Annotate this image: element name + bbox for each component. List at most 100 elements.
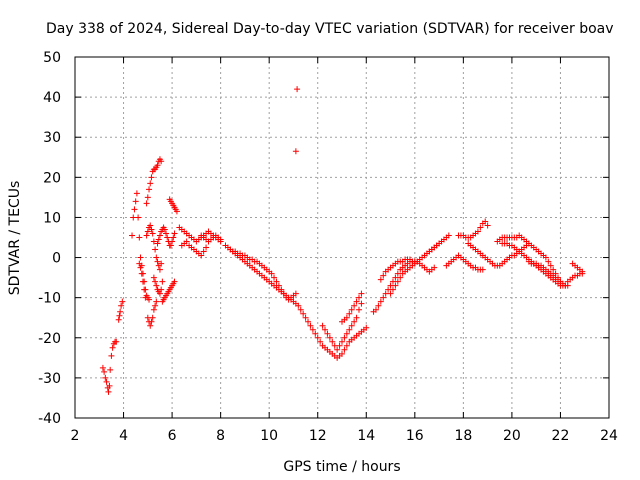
x-tick-label: 16 bbox=[406, 428, 424, 444]
data-point bbox=[484, 222, 491, 229]
data-point bbox=[129, 232, 136, 239]
data-point bbox=[348, 306, 355, 313]
series-arc-p bbox=[227, 246, 302, 309]
data-point bbox=[348, 322, 355, 329]
data-point bbox=[358, 290, 365, 297]
data-point bbox=[268, 270, 275, 277]
data-point bbox=[431, 264, 438, 271]
series-arc-x bbox=[443, 252, 486, 273]
y-tick-label: 30 bbox=[43, 130, 61, 146]
series-arc-b bbox=[115, 298, 126, 323]
data-point bbox=[135, 214, 142, 221]
data-point bbox=[119, 298, 126, 305]
data-point bbox=[377, 276, 384, 283]
data-point bbox=[339, 338, 345, 345]
data-point bbox=[372, 306, 379, 313]
series-arc-m bbox=[178, 238, 210, 259]
data-point bbox=[542, 254, 549, 261]
data-point bbox=[358, 300, 365, 307]
data-point bbox=[136, 260, 143, 267]
series-arc-ae bbox=[569, 260, 586, 275]
data-point bbox=[336, 342, 343, 349]
x-axis: 2 4 6 8 10 12 14 16 18 20 22 24 bbox=[71, 57, 618, 444]
y-tick-label: -40 bbox=[38, 411, 61, 427]
y-tick-label: 40 bbox=[43, 90, 61, 106]
data-point bbox=[292, 290, 299, 297]
data-point bbox=[139, 278, 146, 285]
data-point bbox=[103, 378, 110, 385]
x-tick-label: 8 bbox=[216, 428, 225, 444]
data-point bbox=[324, 330, 331, 337]
data-point bbox=[150, 306, 157, 313]
data-point bbox=[326, 334, 333, 341]
series-arc-h bbox=[150, 274, 166, 297]
series-arc-t bbox=[370, 258, 438, 315]
data-point bbox=[143, 232, 150, 239]
series-arc-q bbox=[297, 306, 370, 361]
data-point bbox=[113, 338, 120, 345]
data-point bbox=[292, 148, 299, 155]
data-point bbox=[170, 234, 177, 241]
data-point bbox=[346, 310, 353, 317]
data-point bbox=[200, 248, 207, 255]
data-point bbox=[153, 298, 160, 305]
data-point bbox=[375, 302, 382, 309]
data-point bbox=[322, 326, 329, 333]
data-point bbox=[294, 86, 301, 93]
data-point bbox=[380, 294, 387, 301]
data-point bbox=[149, 230, 156, 237]
data-point bbox=[161, 226, 168, 233]
data-point bbox=[153, 254, 160, 261]
data-point bbox=[346, 326, 353, 333]
series-arc-l bbox=[176, 224, 224, 245]
data-point bbox=[550, 266, 557, 273]
data-point bbox=[341, 346, 348, 353]
data-point bbox=[150, 274, 157, 281]
x-tick-label: 10 bbox=[260, 428, 278, 444]
data-point bbox=[329, 338, 336, 345]
data-point bbox=[317, 338, 324, 345]
series-arc-c bbox=[129, 190, 153, 303]
data-point bbox=[147, 222, 154, 229]
x-tick-label: 14 bbox=[357, 428, 375, 444]
data-point bbox=[138, 270, 145, 277]
data-point bbox=[339, 350, 345, 357]
data-point bbox=[479, 266, 486, 273]
data-point bbox=[314, 334, 321, 341]
data-point bbox=[164, 234, 171, 241]
data-point bbox=[158, 286, 165, 293]
series-arc-y bbox=[455, 218, 491, 241]
data-point bbox=[147, 322, 154, 329]
data-point bbox=[146, 186, 153, 193]
data-point bbox=[142, 294, 149, 301]
data-point bbox=[108, 352, 115, 359]
data-point bbox=[158, 158, 165, 165]
data-point bbox=[105, 388, 112, 395]
y-tick-label: -10 bbox=[38, 291, 61, 307]
x-tick-label: 24 bbox=[600, 428, 618, 444]
data-point bbox=[137, 264, 144, 271]
data-point bbox=[106, 382, 113, 389]
data-point bbox=[148, 318, 155, 325]
series-arc-a bbox=[99, 338, 120, 395]
data-point bbox=[353, 314, 360, 321]
data-point bbox=[300, 310, 307, 317]
data-point bbox=[203, 244, 210, 251]
data-point bbox=[133, 190, 140, 197]
chart-title: Day 338 of 2024, Sidereal Day-to-day VTE… bbox=[46, 21, 614, 37]
data-point bbox=[319, 322, 326, 329]
data-point bbox=[343, 330, 350, 337]
data-point bbox=[102, 374, 109, 381]
data-point bbox=[148, 226, 155, 233]
data-point bbox=[156, 232, 163, 239]
data-point bbox=[295, 302, 302, 309]
data-point bbox=[149, 314, 156, 321]
data-point bbox=[154, 162, 161, 169]
data-point bbox=[353, 298, 360, 305]
data-point bbox=[355, 306, 362, 313]
data-point bbox=[155, 236, 162, 243]
y-tick-label: -30 bbox=[38, 371, 61, 387]
data-point bbox=[141, 286, 148, 293]
data-point bbox=[154, 258, 161, 265]
